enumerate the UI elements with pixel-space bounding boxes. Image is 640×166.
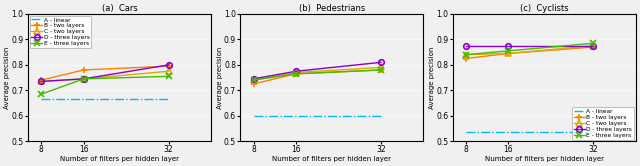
B - two layers: [589, 46, 597, 48]
Title: (a)  Cars: (a) Cars: [102, 4, 138, 13]
D - three layers: [504, 45, 512, 47]
Title: (c)  Cyclists: (c) Cyclists: [520, 4, 568, 13]
Line: D - three layers: D - three layers: [251, 60, 384, 82]
A - linear: [589, 131, 597, 133]
C - two layers: [504, 52, 512, 54]
Y-axis label: Average precision: Average precision: [4, 46, 10, 109]
X-axis label: Number of filters per hidden layer: Number of filters per hidden layer: [273, 156, 391, 162]
A - linear: [80, 98, 88, 100]
D - three layers: [164, 64, 172, 66]
A - linear: [292, 115, 300, 117]
Line: E - three layers: E - three layers: [463, 41, 596, 57]
Line: C - two layers: C - two layers: [251, 65, 384, 83]
Line: C - two layers: C - two layers: [463, 43, 596, 57]
Line: B - two layers: B - two layers: [251, 67, 384, 87]
Title: (b)  Pedestrians: (b) Pedestrians: [299, 4, 365, 13]
A - linear: [504, 131, 512, 133]
Line: B - two layers: B - two layers: [38, 63, 172, 83]
A - linear: [462, 131, 470, 133]
B - two layers: [164, 65, 172, 67]
Line: E - three layers: E - three layers: [251, 67, 384, 83]
D - three layers: [589, 45, 597, 47]
Line: D - three layers: D - three layers: [463, 43, 596, 49]
A - linear: [164, 98, 172, 100]
E - three layers: [37, 93, 45, 95]
D - three layers: [462, 45, 470, 47]
B - two layers: [377, 69, 385, 71]
B - two layers: [80, 69, 88, 71]
C - two layers: [377, 66, 385, 68]
B - two layers: [462, 57, 470, 59]
E - three layers: [164, 75, 172, 77]
D - three layers: [80, 78, 88, 80]
Line: B - two layers: B - two layers: [463, 44, 596, 61]
D - three layers: [377, 61, 385, 63]
D - three layers: [37, 81, 45, 83]
X-axis label: Number of filters per hidden layer: Number of filters per hidden layer: [484, 156, 604, 162]
D - three layers: [250, 78, 257, 80]
C - two layers: [462, 54, 470, 56]
B - two layers: [37, 79, 45, 81]
B - two layers: [250, 83, 257, 85]
C - two layers: [589, 45, 597, 47]
Line: C - two layers: C - two layers: [38, 68, 172, 84]
Line: E - three layers: E - three layers: [38, 74, 172, 97]
B - two layers: [292, 73, 300, 75]
E - three layers: [292, 73, 300, 75]
C - two layers: [292, 72, 300, 74]
E - three layers: [80, 78, 88, 80]
B - two layers: [504, 52, 512, 54]
C - two layers: [250, 79, 257, 81]
A - linear: [377, 115, 385, 117]
Legend: A - linear, B - two layers, C - two layers, D - three layers, E - three layers: A - linear, B - two layers, C - two laye…: [572, 107, 634, 140]
X-axis label: Number of filters per hidden layer: Number of filters per hidden layer: [60, 156, 179, 162]
C - two layers: [37, 81, 45, 83]
E - three layers: [462, 54, 470, 56]
C - two layers: [164, 70, 172, 72]
C - two layers: [80, 78, 88, 80]
E - three layers: [377, 69, 385, 71]
Y-axis label: Average precision: Average precision: [429, 46, 435, 109]
A - linear: [37, 98, 45, 100]
Line: D - three layers: D - three layers: [38, 62, 172, 84]
E - three layers: [589, 42, 597, 44]
A - linear: [250, 115, 257, 117]
E - three layers: [250, 79, 257, 81]
Y-axis label: Average precision: Average precision: [216, 46, 223, 109]
D - three layers: [292, 70, 300, 72]
E - three layers: [504, 50, 512, 52]
Legend: A - linear, B - two layers, C - two layers, D - three layers, E - three layers: A - linear, B - two layers, C - two laye…: [29, 16, 92, 48]
